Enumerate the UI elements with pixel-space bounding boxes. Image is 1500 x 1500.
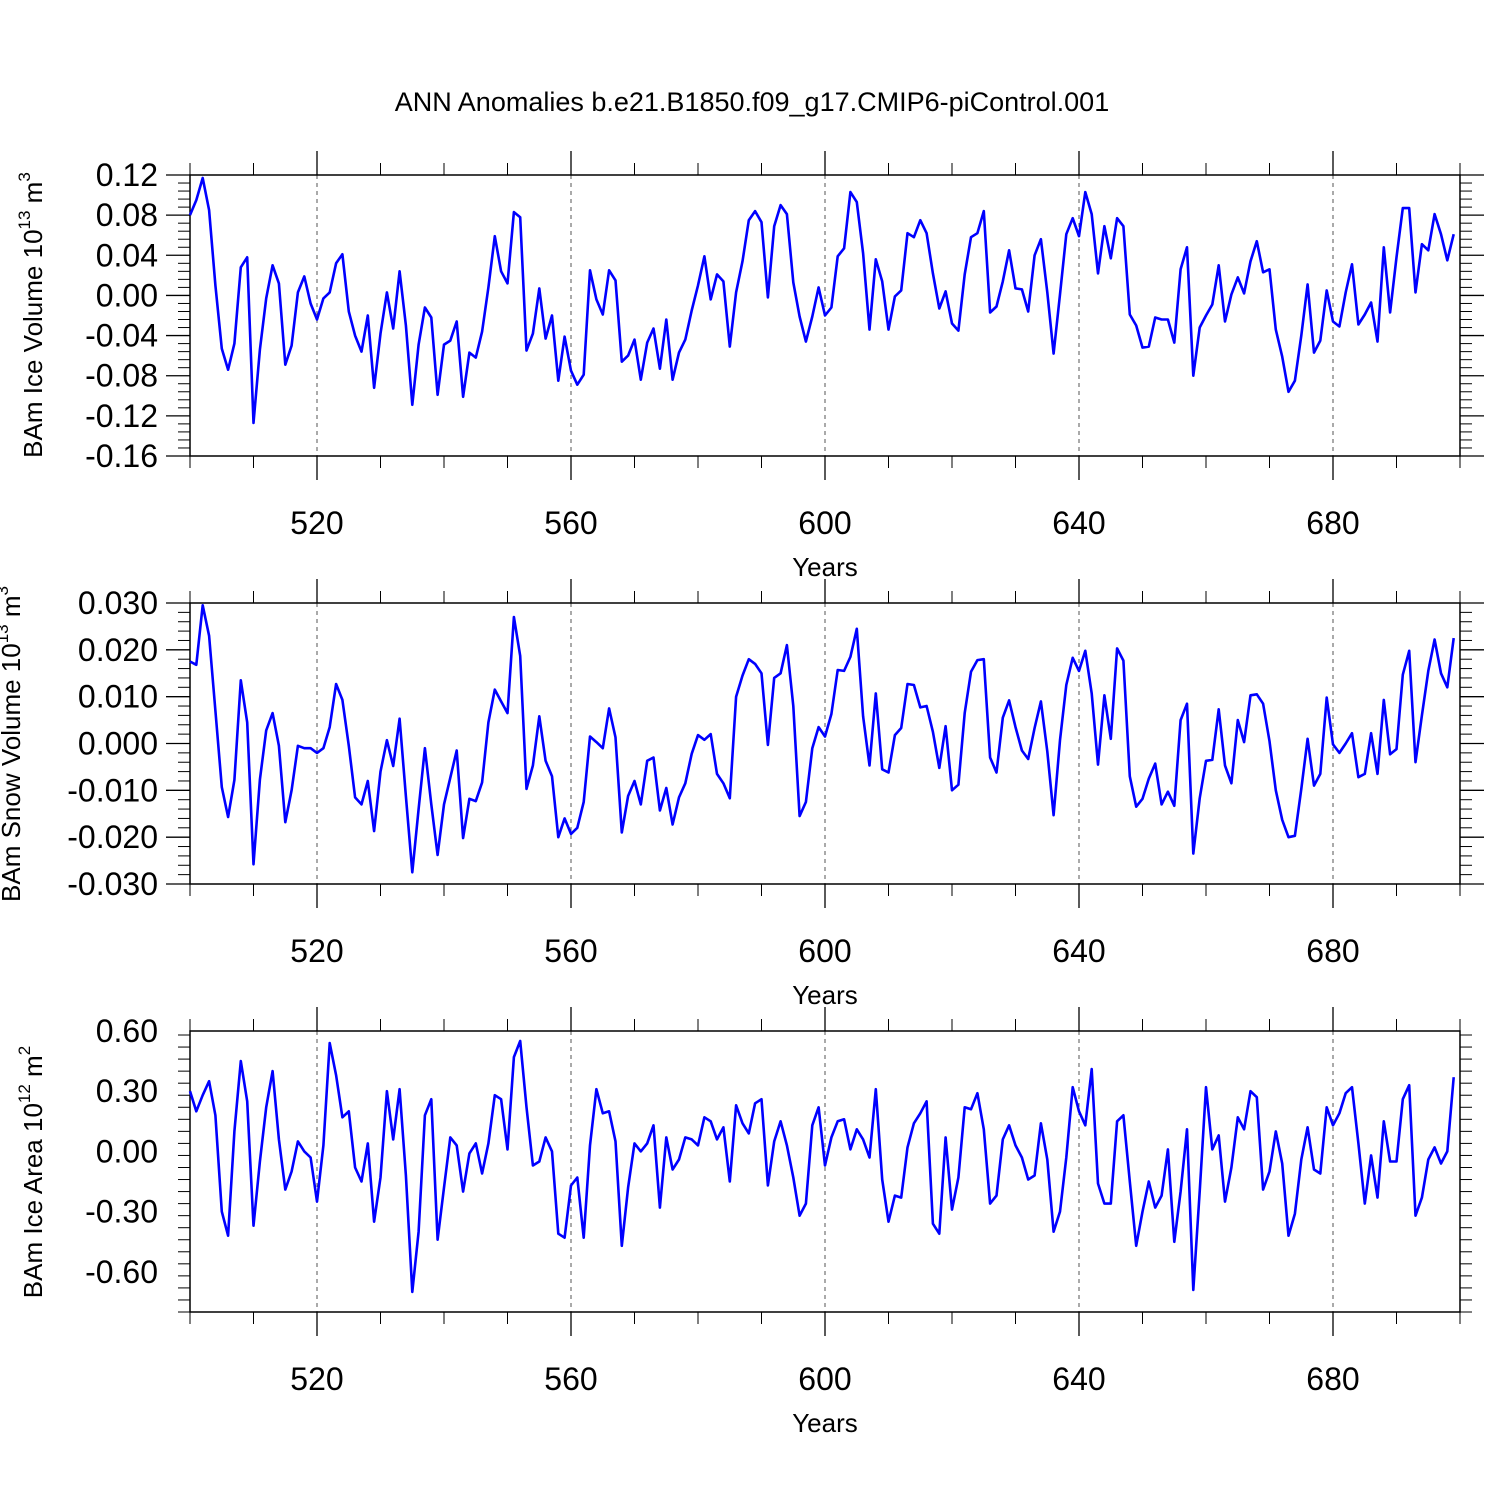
x-tick-label: 600 — [798, 933, 851, 969]
x-tick-label: 520 — [290, 505, 343, 541]
x-tick-label: 600 — [798, 1361, 851, 1397]
x-tick-label: 680 — [1306, 933, 1359, 969]
y-axis-title-exponent: 3 — [0, 586, 12, 595]
y-tick-label: -0.08 — [85, 358, 158, 394]
x-tick-label: 640 — [1052, 933, 1105, 969]
y-tick-label: 0.08 — [96, 197, 158, 233]
y-tick-label: 0.00 — [96, 277, 158, 313]
y-axis-title: BAm Ice Volume 1013 m3 — [15, 172, 48, 458]
chart-panel-2: 520 560 600 640 680 0.030 0.020 0.010 0.000 -0.01… — [0, 579, 1484, 1010]
y-tick-label: -0.60 — [85, 1254, 158, 1290]
y-axis-title-text: BAm Ice Area 10 — [18, 1103, 48, 1298]
x-tick-label: 560 — [544, 933, 597, 969]
y-tick-label: -0.30 — [85, 1194, 158, 1230]
y-tick-label: -0.030 — [67, 866, 158, 902]
y-axis-title-text: m — [0, 595, 26, 624]
x-axis-title: Years — [792, 1408, 858, 1438]
x-tick-label: 600 — [798, 505, 851, 541]
y-axis-title-text: BAm Ice Volume 10 — [18, 229, 48, 457]
y-tick-label: 0.000 — [78, 726, 158, 762]
x-tick-label: 640 — [1052, 505, 1105, 541]
x-tick-label: 680 — [1306, 1361, 1359, 1397]
y-axis-title: BAm Snow Volume 1013 m3 — [0, 586, 26, 902]
series-line — [188, 176, 1455, 425]
y-tick-label: -0.12 — [85, 398, 158, 434]
y-tick-label: 0.020 — [78, 632, 158, 668]
y-axis-title-exponent: 13 — [0, 624, 12, 643]
y-axis-title-text: BAm Snow Volume 10 — [0, 643, 26, 902]
x-tick-label: 560 — [544, 1361, 597, 1397]
series-line — [188, 1039, 1455, 1294]
y-tick-label: 0.60 — [96, 1013, 158, 1049]
y-axis-title-text: m — [18, 1055, 48, 1084]
y-tick-label: -0.010 — [67, 772, 158, 808]
x-tick-label: 520 — [290, 1361, 343, 1397]
x-tick-label: 520 — [290, 933, 343, 969]
chart-panel-3: 520 560 600 640 680 0.60 0.30 0.00 -0.30 -0.60 BAm… — [15, 1007, 1472, 1438]
y-axis-title-exponent: 13 — [15, 211, 34, 230]
y-tick-label: 0.010 — [78, 679, 158, 715]
y-axis-title-exponent: 12 — [15, 1084, 34, 1103]
chart-panel-1: 520 560 600 640 680 0.12 0.08 0.04 0.00 -0.04 -0.0… — [15, 151, 1484, 582]
y-axis-title-exponent: 2 — [15, 1046, 34, 1055]
x-tick-label: 680 — [1306, 505, 1359, 541]
y-tick-label: -0.16 — [85, 438, 158, 474]
x-tick-label: 560 — [544, 505, 597, 541]
series-line — [189, 603, 1455, 874]
x-axis-title: Years — [792, 980, 858, 1010]
x-tick-label: 640 — [1052, 1361, 1105, 1397]
y-tick-label: 0.30 — [96, 1073, 158, 1109]
figure-title: ANN Anomalies b.e21.B1850.f09_g17.CMIP6-… — [395, 87, 1109, 117]
y-axis-title-exponent: 3 — [15, 172, 34, 181]
y-tick-label: 0.030 — [78, 585, 158, 621]
x-axis-title: Years — [792, 552, 858, 582]
y-tick-label: 0.04 — [96, 237, 158, 273]
y-axis-title: BAm Ice Area 1012 m2 — [15, 1046, 48, 1298]
y-tick-label: 0.12 — [96, 157, 158, 193]
y-tick-label: -0.04 — [85, 318, 158, 354]
y-tick-label: 0.00 — [96, 1133, 158, 1169]
y-tick-label: -0.020 — [67, 819, 158, 855]
y-axis-title-text: m — [18, 182, 48, 211]
